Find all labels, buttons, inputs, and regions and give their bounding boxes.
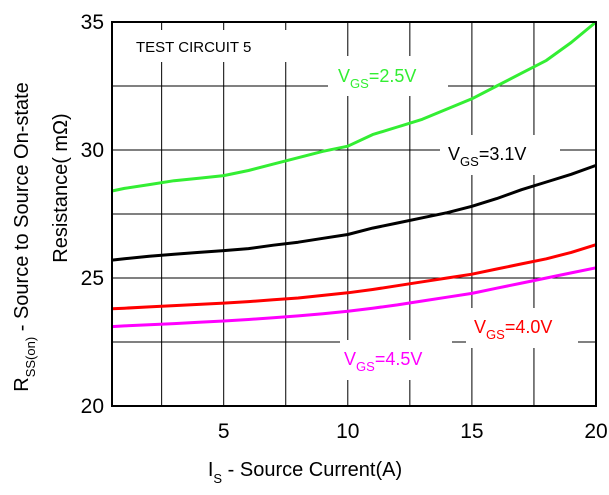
series-label-text: VGS=4.0V [474, 317, 552, 342]
series-layer [111, 20, 597, 329]
series-line-2 [111, 243, 597, 311]
grid [112, 22, 596, 406]
series-label-vgs-4-0: VGS=4.0V [466, 308, 578, 348]
series-label-text: VGS=2.5V [338, 66, 416, 91]
x-tick-label: 15 [460, 420, 483, 443]
y-tick-label: 35 [81, 11, 104, 34]
y-tick-label: 25 [81, 267, 104, 290]
x-tick-label: 10 [336, 420, 359, 443]
y-axis-title-line1: RSS(on) - Source to Source On-state [11, 82, 38, 391]
series-label-vgs-3-1: VGS=3.1V [440, 135, 560, 175]
series-label-text: VGS=3.1V [448, 144, 526, 169]
series-label-text: VGS=4.5V [344, 349, 422, 374]
x-tick-labels: 5 10 15 20 [218, 420, 608, 443]
y-axis-title-line2: Resistance( mΩ) [50, 113, 72, 262]
series-line-3 [111, 266, 597, 329]
y-tick-label: 30 [81, 139, 104, 162]
series-label-vgs-2-5: VGS=2.5V [328, 56, 448, 96]
series-line-0 [111, 20, 597, 193]
series-line-1 [111, 163, 597, 262]
x-tick-label: 5 [218, 420, 230, 443]
x-axis-title: IS - Source Current(A) [208, 459, 402, 486]
plot-frame [111, 21, 597, 407]
y-tick-labels: 20 25 30 35 [81, 11, 104, 418]
test-circuit-box [120, 30, 310, 62]
x-tick-label: 20 [584, 420, 607, 443]
y-tick-label: 20 [81, 395, 104, 418]
series-label-vgs-4-5: VGS=4.5V [340, 340, 452, 380]
test-circuit-label: TEST CIRCUIT 5 [136, 39, 251, 56]
